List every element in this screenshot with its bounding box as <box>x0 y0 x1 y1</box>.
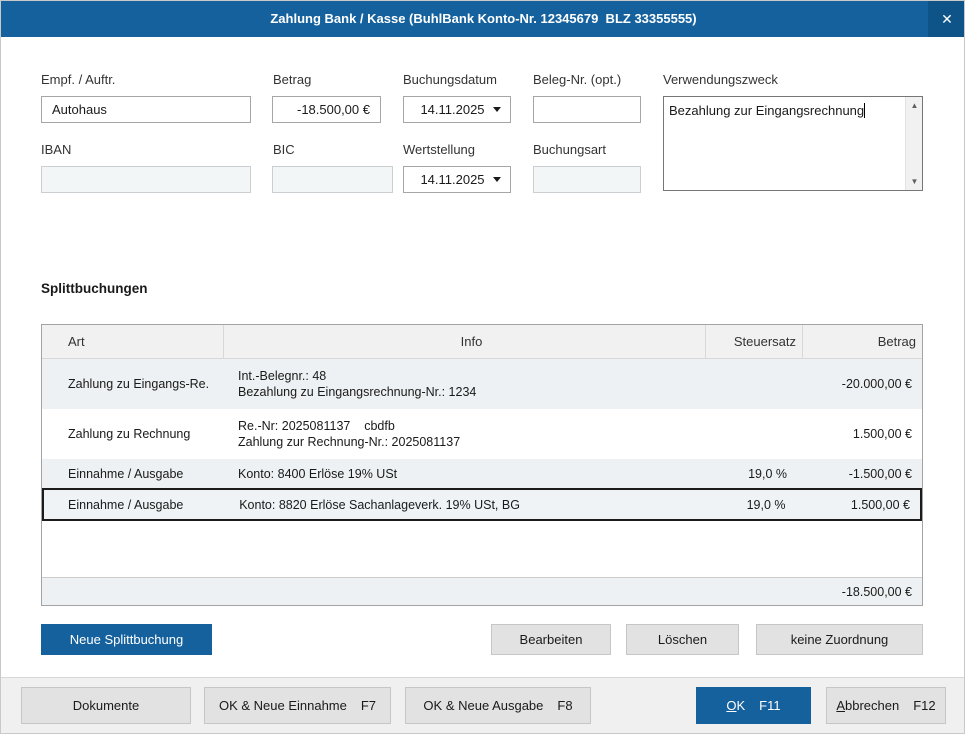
cell-art: Zahlung zu Rechnung <box>68 427 191 441</box>
cell-steuersatz <box>706 359 803 409</box>
cell-betrag: 1.500,00 € <box>852 427 912 441</box>
cell-betrag: 1.500,00 € <box>850 497 910 512</box>
neue-splittbuchung-button[interactable]: Neue Splittbuchung <box>41 624 212 655</box>
cell-art: Einnahme / Ausgabe <box>68 497 184 512</box>
cell-info: Int.-Belegnr.: 48 Bezahlung zu Eingangsr… <box>224 359 706 409</box>
keine-zuordnung-button[interactable]: keine Zuordnung <box>756 624 923 655</box>
cell-steuersatz <box>706 409 803 459</box>
verwendungszweck-scrollbar[interactable]: ▲ ▼ <box>905 97 922 190</box>
table-total-row: -18.500,00 € <box>42 577 922 605</box>
chevron-down-icon <box>493 107 501 112</box>
info-line-2: Zahlung zur Rechnung-Nr.: 2025081137 <box>238 435 461 449</box>
shortcut-key: F12 <box>913 698 936 713</box>
loeschen-button[interactable]: Löschen <box>626 624 739 655</box>
buchungsart-label: Buchungsart <box>533 142 606 157</box>
button-label: bbrechen <box>845 698 900 713</box>
ok-neue-ausgabe-button[interactable]: OK & Neue Ausgabe F8 <box>405 687 591 724</box>
ok-neue-einnahme-button[interactable]: OK & Neue Einnahme F7 <box>204 687 391 724</box>
info-line-1: Konto: 8400 Erlöse 19% USt <box>238 466 398 481</box>
buchungsdatum-value: 14.11.2025 <box>420 102 485 117</box>
table-row[interactable]: Zahlung zu Rechnung Re.-Nr: 2025081137 c… <box>42 409 922 459</box>
cell-steuersatz: 19,0 % <box>746 497 786 512</box>
cell-betrag: -1.500,00 € <box>848 466 912 481</box>
column-header-info[interactable]: Info <box>224 325 706 358</box>
iban-input <box>41 166 251 193</box>
wertstellung-select[interactable]: 14.11.2025 <box>403 166 511 193</box>
table-row[interactable]: Einnahme / Ausgabe Konto: 8400 Erlöse 19… <box>42 459 922 488</box>
betrag-label: Betrag <box>273 72 312 87</box>
splittbuchungen-heading: Splittbuchungen <box>41 281 148 296</box>
beleg-nr-label: Beleg-Nr. (opt.) <box>533 72 622 87</box>
splittbuchungen-table: Art Info Steuersatz Betrag Zahlung zu Ei… <box>41 324 923 606</box>
footer-bar: Dokumente OK & Neue Einnahme F7 OK & Neu… <box>1 677 964 733</box>
column-header-betrag[interactable]: Betrag <box>877 334 916 349</box>
button-label: OK & Neue Einnahme <box>218 698 347 713</box>
info-line-1: Int.-Belegnr.: 48 <box>238 369 327 383</box>
button-label: OK & Neue Ausgabe <box>423 698 544 713</box>
iban-label: IBAN <box>41 142 72 157</box>
button-label: Dokumente <box>72 698 140 713</box>
wertstellung-value: 14.11.2025 <box>420 172 485 187</box>
button-label: Löschen <box>657 632 708 647</box>
table-row-selected[interactable]: Einnahme / Ausgabe Konto: 8820 Erlöse Sa… <box>42 488 922 521</box>
button-accesskey: O <box>726 698 737 713</box>
table-header-row: Art Info Steuersatz Betrag <box>42 325 922 359</box>
dokumente-button[interactable]: Dokumente <box>21 687 191 724</box>
betrag-input[interactable] <box>272 96 381 123</box>
button-label: Neue Splittbuchung <box>69 632 184 647</box>
bic-label: BIC <box>273 142 295 157</box>
chevron-down-icon <box>493 177 501 182</box>
button-label: keine Zuordnung <box>790 632 889 647</box>
close-icon: ✕ <box>941 11 953 27</box>
buchungsart-input <box>533 166 641 193</box>
cell-info: Konto: 8400 Erlöse 19% USt <box>224 459 706 488</box>
column-header-steuersatz[interactable]: Steuersatz <box>706 325 803 358</box>
cell-steuersatz: 19,0 % <box>748 466 787 481</box>
buchungsdatum-label: Buchungsdatum <box>403 72 497 87</box>
empfaenger-input[interactable] <box>41 96 251 123</box>
scroll-down-icon[interactable]: ▼ <box>910 177 919 186</box>
shortcut-key: F11 <box>759 698 781 713</box>
titlebar: Zahlung Bank / Kasse (BuhlBank Konto-Nr.… <box>1 1 964 37</box>
beleg-nr-input[interactable] <box>533 96 641 123</box>
column-header-art[interactable]: Art <box>42 325 224 358</box>
empfaenger-label: Empf. / Auftr. <box>41 72 116 87</box>
close-button[interactable]: ✕ <box>928 1 964 37</box>
table-row[interactable]: Zahlung zu Eingangs-Re. Int.-Belegnr.: 4… <box>42 359 922 409</box>
info-line-2: Bezahlung zu Eingangsrechnung-Nr.: 1234 <box>238 385 477 399</box>
cell-art: Einnahme / Ausgabe <box>68 466 184 481</box>
verwendungszweck-text: Bezahlung zur Eingangsrechnung <box>669 103 865 118</box>
verwendungszweck-textarea[interactable]: Bezahlung zur Eingangsrechnung ▲ ▼ <box>663 96 923 191</box>
total-amount: -18.500,00 € <box>841 584 912 599</box>
cell-betrag: -20.000,00 € <box>841 377 912 391</box>
cell-info: Konto: 8820 Erlöse Sachanlageverk. 19% U… <box>225 490 705 519</box>
info-line-1: Konto: 8820 Erlöse Sachanlageverk. 19% U… <box>239 497 520 512</box>
abbrechen-button[interactable]: Abbrechen F12 <box>826 687 946 724</box>
shortcut-key: F7 <box>360 698 377 713</box>
verwendungszweck-label: Verwendungszweck <box>663 72 778 87</box>
shortcut-key: F8 <box>557 698 573 713</box>
wertstellung-label: Wertstellung <box>403 142 476 157</box>
info-line-1: Re.-Nr: 2025081137 cbdfb <box>238 419 395 433</box>
dialog-title: Zahlung Bank / Kasse (BuhlBank Konto-Nr.… <box>270 11 697 26</box>
ok-button[interactable]: OK F11 <box>696 687 811 724</box>
bearbeiten-button[interactable]: Bearbeiten <box>491 624 611 655</box>
cell-info: Re.-Nr: 2025081137 cbdfb Zahlung zur Rec… <box>224 409 706 459</box>
buchungsdatum-select[interactable]: 14.11.2025 <box>403 96 511 123</box>
table-empty-area <box>42 521 922 577</box>
button-accesskey: A <box>836 698 846 713</box>
cell-art: Zahlung zu Eingangs-Re. <box>68 377 210 391</box>
button-label: Bearbeiten <box>519 632 583 647</box>
scroll-up-icon[interactable]: ▲ <box>910 101 919 110</box>
bic-input <box>272 166 393 193</box>
text-caret <box>864 103 866 118</box>
button-label: K <box>736 698 746 713</box>
